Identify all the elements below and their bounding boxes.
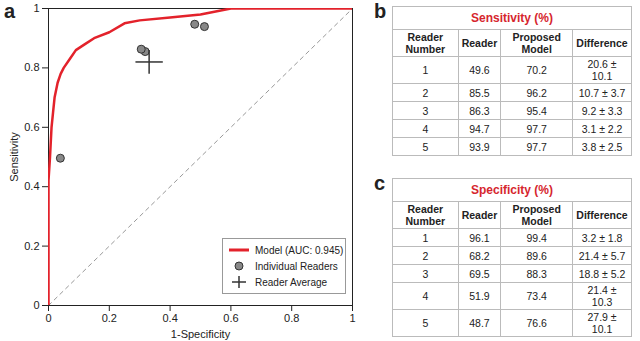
- html-text:Specificity (%): Specificity (%): [471, 183, 553, 197]
- html-text:Reader: Reader: [461, 209, 498, 221]
- html-text:Model (AUC: 0.945): Model (AUC: 0.945): [255, 244, 344, 256]
- html-text:Difference: Difference: [576, 37, 628, 49]
- html-text:70.2: 70.2: [526, 64, 547, 76]
- svg-text:0.6: 0.6: [24, 121, 39, 133]
- html-text:21.4 ± 5.7: 21.4 ± 5.7: [578, 249, 626, 262]
- html-text:18.8 ± 5.2: 18.8 ± 5.2: [578, 267, 626, 280]
- html-text:3.8 ± 2.5: 3.8 ± 2.5: [581, 140, 623, 153]
- html-text:85.5: 85.5: [469, 86, 490, 99]
- html-text:73.4: 73.4: [526, 290, 547, 302]
- html-text:86.3: 86.3: [469, 104, 490, 117]
- html-text:Proposed Model: Proposed Model: [512, 31, 561, 55]
- svg-text:0.2: 0.2: [24, 240, 39, 252]
- html-text:20.6 ± 10.1: 20.6 ± 10.1: [587, 58, 617, 82]
- html-text:10.7 ± 3.7: 10.7 ± 3.7: [578, 86, 626, 99]
- svg-text:1: 1: [349, 312, 355, 324]
- html-text:3.2 ± 1.8: 3.2 ± 1.8: [581, 231, 623, 244]
- html-text:69.5: 69.5: [469, 267, 490, 280]
- svg-text:1: 1: [33, 2, 39, 14]
- html-text:96.2: 96.2: [526, 86, 547, 99]
- html-text:c: c: [374, 172, 386, 194]
- svg-text:0.8: 0.8: [284, 312, 299, 324]
- html-text:2: 2: [422, 249, 429, 262]
- html-text:3: 3: [422, 104, 429, 117]
- html-text:76.6: 76.6: [526, 317, 547, 329]
- svg-text:0.8: 0.8: [24, 61, 39, 73]
- html-text:21.4 ± 10.3: 21.4 ± 10.3: [587, 284, 617, 308]
- svg-text:0: 0: [45, 312, 51, 324]
- html-text:51.9: 51.9: [469, 290, 490, 302]
- html-text:Individual Readers: Individual Readers: [255, 260, 338, 272]
- html-text:3: 3: [422, 267, 429, 280]
- svg-text:0: 0: [33, 299, 39, 311]
- html-text:96.1: 96.1: [469, 231, 490, 244]
- svg-text:0.4: 0.4: [162, 312, 177, 324]
- html-text:4: 4: [422, 290, 429, 302]
- svg-text:Sensitivity: Sensitivity: [8, 132, 20, 182]
- html-text:27.9 ± 10.1: 27.9 ± 10.1: [587, 311, 617, 335]
- html-text:49.6: 49.6: [469, 64, 490, 76]
- svg-text:1-Specificity: 1-Specificity: [171, 328, 231, 340]
- svg-text:0.4: 0.4: [24, 180, 39, 192]
- html-text:2: 2: [422, 86, 429, 99]
- html-text:97.7: 97.7: [526, 122, 547, 135]
- html-text:Reader Average: Reader Average: [255, 276, 328, 288]
- html-text:1: 1: [422, 64, 429, 76]
- html-text:88.3: 88.3: [526, 267, 547, 280]
- html-text:Sensitivity (%): Sensitivity (%): [471, 11, 553, 25]
- html-text:97.7: 97.7: [526, 140, 547, 153]
- html-text:3.1 ± 2.2: 3.1 ± 2.2: [581, 122, 623, 135]
- html-text:93.9: 93.9: [469, 140, 490, 153]
- html-text:99.4: 99.4: [526, 231, 547, 244]
- html-text:48.7: 48.7: [469, 317, 490, 329]
- html-text:89.6: 89.6: [526, 249, 547, 262]
- svg-text:0.2: 0.2: [102, 312, 117, 324]
- html-text:1: 1: [422, 231, 429, 244]
- html-text:Reader Number: Reader Number: [405, 31, 446, 55]
- html-text:95.4: 95.4: [526, 104, 547, 117]
- html-text:Proposed Model: Proposed Model: [512, 203, 561, 227]
- html-text:94.7: 94.7: [469, 122, 490, 135]
- html-text:a: a: [4, 0, 16, 22]
- html-text:b: b: [374, 0, 387, 22]
- svg-text:0.6: 0.6: [223, 312, 238, 324]
- html-text:5: 5: [422, 140, 429, 153]
- html-text:68.2: 68.2: [469, 249, 490, 262]
- html-text:9.2 ± 3.3: 9.2 ± 3.3: [581, 104, 623, 117]
- html-text:Reader Number: Reader Number: [405, 203, 446, 227]
- html-text:4: 4: [422, 122, 429, 135]
- html-text:5: 5: [422, 317, 429, 329]
- html-text:Difference: Difference: [576, 209, 628, 221]
- html-text:Reader: Reader: [461, 37, 498, 49]
